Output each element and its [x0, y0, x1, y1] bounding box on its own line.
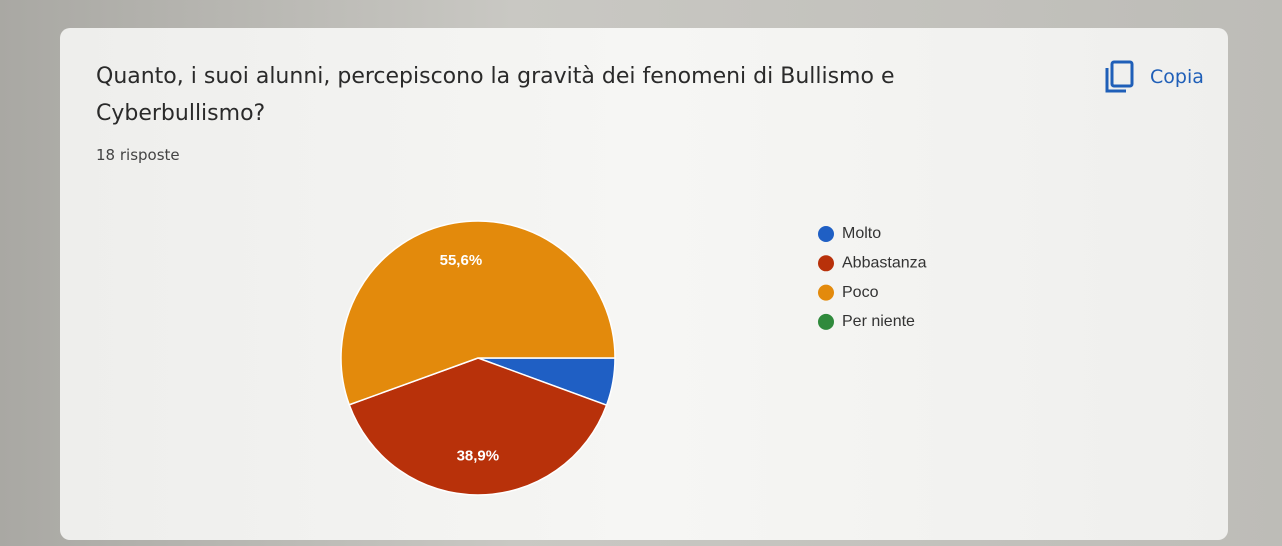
legend-label: Abbastanza [842, 255, 927, 272]
legend-label: Molto [842, 225, 881, 242]
legend-label: Per niente [842, 313, 915, 330]
legend-label: Poco [842, 284, 879, 301]
pie-slice [340, 220, 616, 406]
copy-label[interactable]: Copia [1150, 66, 1204, 88]
chart-card: Quanto, i suoi alunni, percepiscono la g… [60, 28, 1228, 540]
copy-button[interactable]: Copia [1104, 60, 1204, 94]
slice-label: 55,6% [440, 252, 483, 269]
legend-swatch [818, 226, 834, 242]
copy-icon [1105, 60, 1134, 93]
pie-slice [348, 357, 608, 496]
legend-swatch [818, 284, 834, 301]
legend-swatch [818, 313, 834, 330]
response-count: 18 risposte [96, 146, 180, 164]
slice-label: 38,9% [457, 448, 500, 465]
chart-title: Quanto, i suoi alunni, percepiscono la g… [96, 64, 895, 126]
legend-swatch [818, 255, 834, 272]
